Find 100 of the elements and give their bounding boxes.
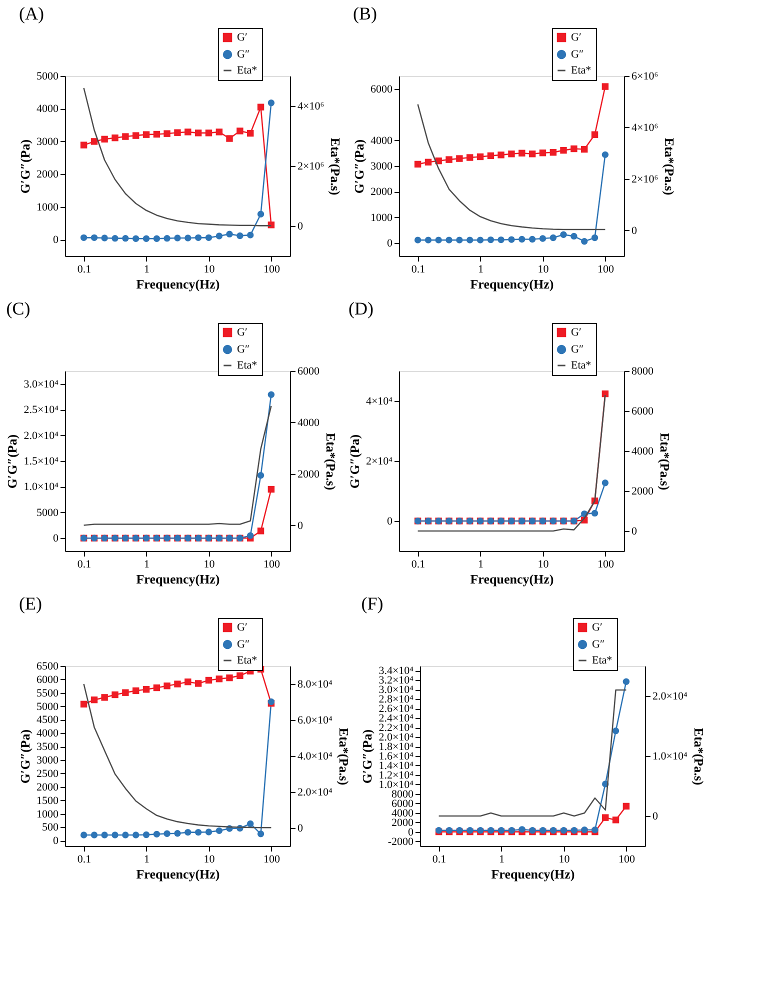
y2-axis-title: Eta*(Pa.s): [324, 432, 338, 490]
y-tick-label: 0: [53, 532, 59, 545]
point: [236, 672, 244, 680]
point: [101, 136, 108, 143]
point: [550, 149, 557, 156]
point: [194, 680, 202, 687]
y2-tick-label: 8000: [632, 366, 654, 378]
point: [174, 680, 181, 688]
point: [560, 231, 567, 238]
y2-tick-label: 6.0×10⁴: [298, 714, 332, 726]
y-tick-label: 3.4×10⁴: [378, 665, 414, 678]
x-tick-label: 10: [538, 558, 550, 570]
y2-tick-label: 0: [298, 220, 304, 232]
point: [112, 691, 118, 698]
point: [602, 83, 609, 90]
point: [236, 232, 244, 240]
x-tick-label: 100: [263, 854, 280, 866]
y-tick-label: 0: [387, 516, 393, 528]
y-tick-label: 2.2×10⁴: [378, 722, 414, 734]
y-tick-label: -2000: [388, 836, 414, 848]
point: [80, 142, 88, 148]
point: [268, 486, 275, 493]
point: [476, 153, 484, 160]
y-tick-label: 2.0×10⁴: [24, 430, 59, 442]
point: [226, 135, 233, 142]
point: [622, 678, 630, 685]
y2-tick-label: 0: [298, 520, 304, 532]
y2-axis-title: Eta*(Pa.s): [336, 728, 352, 786]
point: [570, 232, 578, 240]
y2-tick-label: 8.0×10⁴: [298, 678, 332, 690]
y-tick-label: 4000: [370, 134, 393, 147]
y2-tick-label: 2.0×10⁴: [652, 690, 688, 702]
point: [268, 99, 275, 106]
point: [101, 234, 108, 242]
point: [498, 236, 504, 244]
y-tick-label: 8000: [392, 788, 414, 800]
point: [205, 828, 212, 836]
x-axis-title: Frequency(Hz): [470, 572, 554, 586]
legend-label: G″: [237, 638, 250, 650]
y-tick-label: 2.6×10⁴: [378, 703, 414, 716]
y-tick-label: 2.5×10⁴: [24, 404, 59, 416]
point: [528, 150, 536, 158]
point: [122, 133, 129, 140]
point: [174, 830, 181, 837]
point: [132, 132, 140, 139]
y-tick-label: 5000: [36, 70, 59, 82]
legend-label: G″: [571, 344, 584, 356]
x-axis-title: Frequency(Hz): [470, 276, 554, 292]
legend-label: Eta*: [592, 654, 612, 666]
point: [112, 832, 118, 838]
point: [184, 128, 192, 136]
y-tick-label: 6500: [36, 660, 59, 672]
y-tick-label: 2000: [36, 168, 59, 181]
y-tick-label: 1.5×10⁴: [24, 456, 59, 468]
y2-tick-label: 4×10⁶: [632, 122, 658, 134]
y2-tick-label: 2000: [298, 468, 320, 480]
y-tick-label: 1000: [370, 212, 393, 224]
y2-tick-label: 2000: [632, 486, 654, 498]
x-tick-label: 10: [558, 854, 570, 866]
point: [622, 802, 630, 810]
chart-title: (D): [348, 298, 374, 318]
y2-tick-label: 6000: [298, 366, 320, 378]
y-tick-label: 5000: [36, 700, 59, 713]
y2-axis-title: Eta*(Pa.s): [328, 138, 344, 196]
y-tick-label: 1500: [36, 794, 59, 807]
x-axis-title: Frequency(Hz): [136, 572, 220, 586]
point: [591, 131, 598, 138]
point: [205, 130, 212, 136]
y-axis-title: G′G″(Pa): [352, 139, 366, 194]
y2-axis-title: Eta*(Pa.s): [691, 728, 706, 786]
point: [424, 236, 432, 244]
y2-tick-label: 2.0×10⁴: [298, 786, 332, 798]
chart-title: (E): [19, 594, 42, 614]
y-tick-label: 1.8×10⁴: [378, 741, 414, 754]
y-tick-label: 0: [53, 234, 59, 246]
legend-label: Eta*: [237, 360, 258, 372]
point: [414, 236, 422, 244]
chart-title: (F): [361, 594, 384, 614]
point: [414, 160, 422, 168]
y-tick-label: 3.2×10⁴: [378, 674, 414, 687]
x-axis-title: Frequency(Hz): [136, 276, 220, 292]
chart-title: (B): [353, 4, 377, 24]
point: [205, 234, 212, 242]
point: [466, 236, 474, 244]
point: [257, 830, 264, 838]
point: [550, 234, 557, 242]
point: [216, 232, 223, 240]
y2-axis-title: Eta*(Pa.s): [658, 432, 672, 490]
point: [539, 150, 546, 156]
point: [90, 234, 98, 242]
x-tick-label: 100: [597, 558, 614, 570]
y-tick-label: 5000: [36, 506, 59, 519]
point: [508, 150, 515, 158]
point: [612, 728, 620, 734]
y-tick-label: 1.6×10⁴: [378, 750, 414, 762]
point: [487, 152, 494, 160]
x-tick-label: 0.1: [411, 264, 426, 276]
y-axis-title: G′G″(Pa): [18, 729, 32, 784]
point: [581, 238, 588, 245]
y2-tick-label: 0: [652, 810, 658, 822]
